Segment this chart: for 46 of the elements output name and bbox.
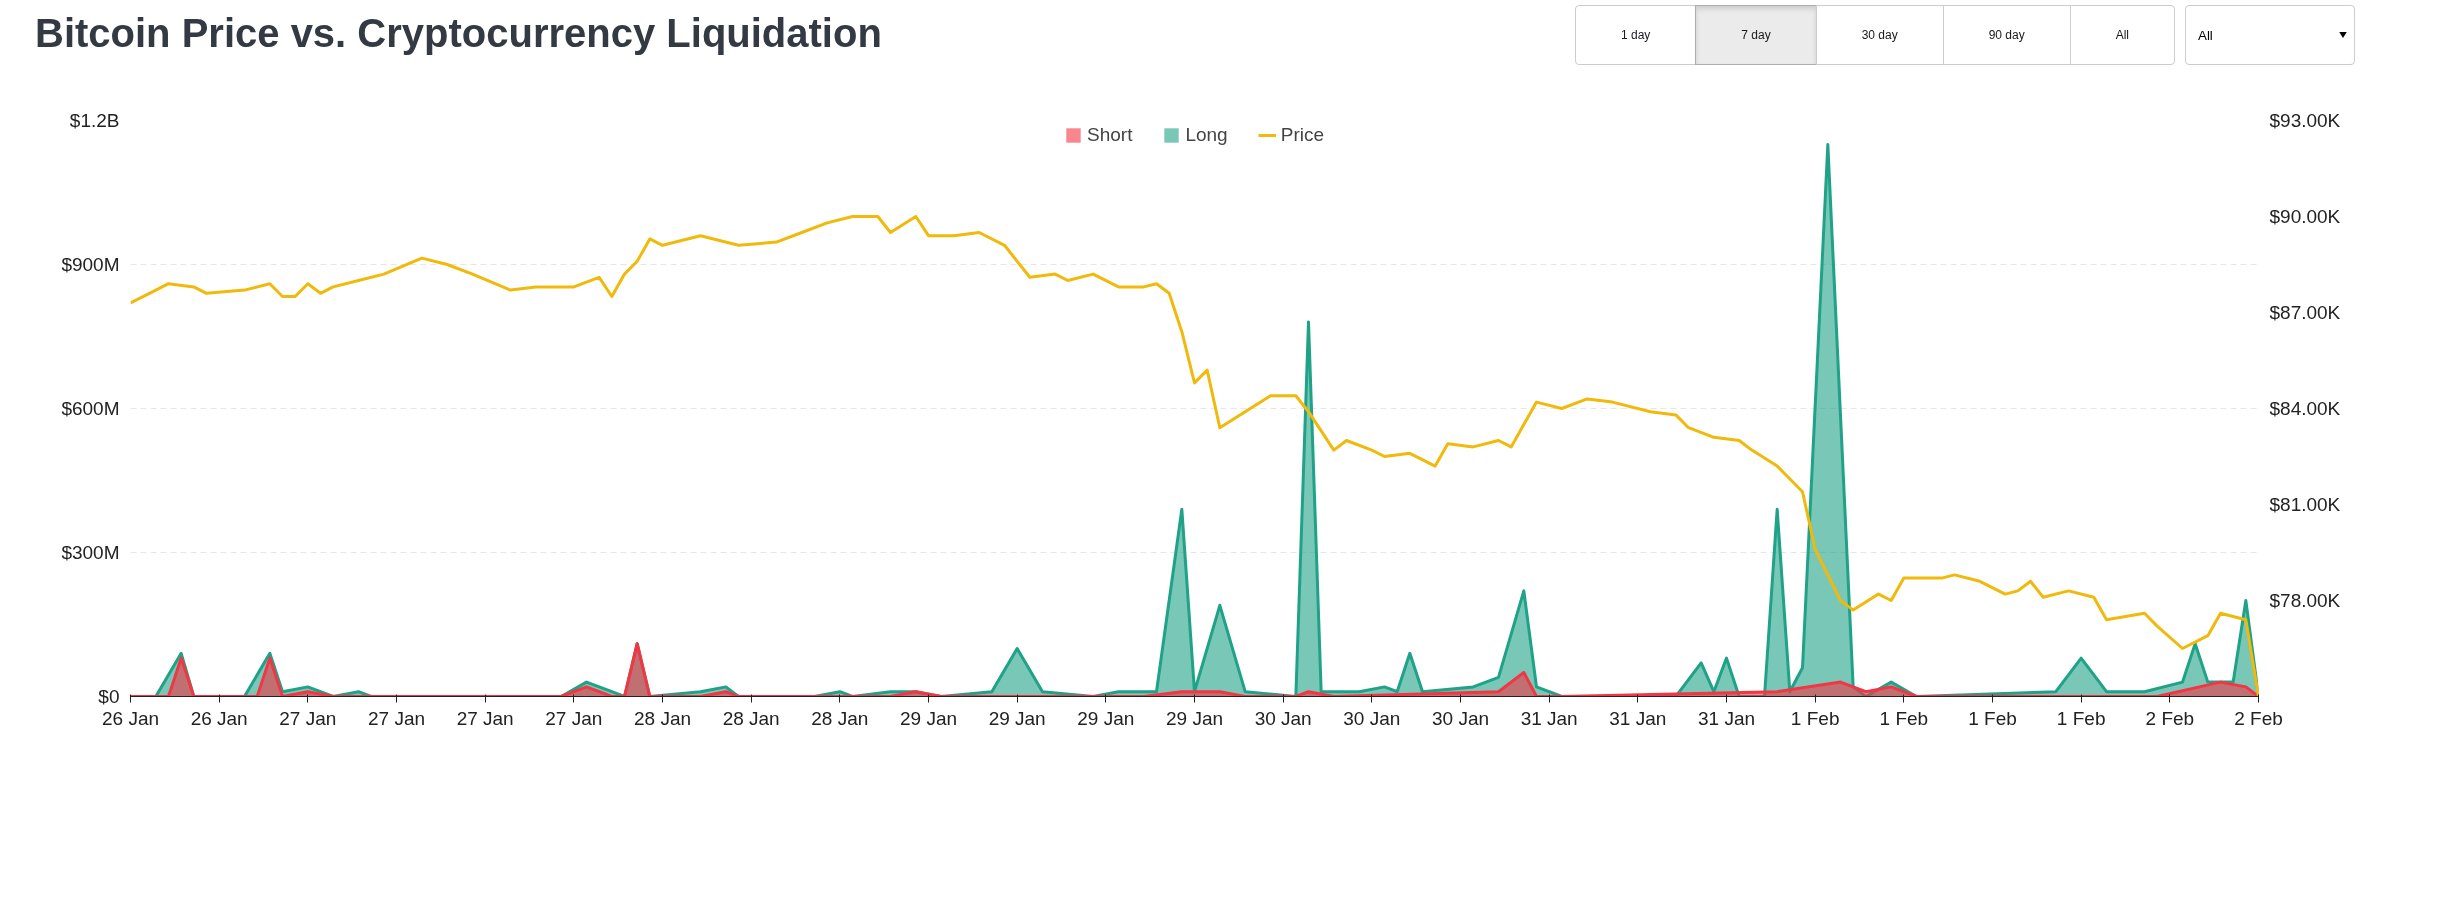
y-tick-label: $0	[98, 686, 120, 707]
y2-tick-label: $78.00K	[2269, 590, 2341, 611]
x-tick-label: 31 Jan	[1520, 707, 1578, 729]
x-tick-label: 31 Jan	[1609, 707, 1667, 729]
x-tick-label: 27 Jan	[279, 707, 337, 729]
x-tick-label: 31 Jan	[1697, 707, 1756, 729]
text: All	[2185, 5, 2355, 65]
y2-tick-label: $84.00K	[2269, 398, 2341, 419]
x-tick-label: 28 Jan	[722, 707, 780, 729]
x-tick-label: 29 Jan	[1165, 707, 1224, 729]
x-tick-label: 29 Jan	[899, 707, 958, 729]
text: 7 day	[1695, 5, 1817, 65]
x-tick-label: 27 Jan	[367, 707, 426, 729]
y2-tick-label: $87.00K	[2269, 302, 2341, 323]
x-tick-label: 28 Jan	[811, 707, 869, 729]
y-tick-label: $300M	[61, 542, 120, 563]
legend-label: Price	[1280, 124, 1324, 146]
y-tick-label: $900M	[61, 254, 120, 275]
x-tick-label: 30 Jan	[1431, 707, 1490, 729]
x-tick-label: 1 Feb	[1968, 707, 2017, 729]
legend-label: Short	[1087, 124, 1133, 146]
x-tick-label: 27 Jan	[456, 707, 514, 729]
text: 30 day	[1815, 5, 1944, 65]
x-tick-label: 29 Jan	[1077, 707, 1135, 729]
legend-label: Long	[1185, 124, 1228, 146]
text: 1 day	[1575, 5, 1697, 65]
x-tick-label: 30 Jan	[1343, 707, 1401, 729]
x-tick-label: 26 Jan	[101, 707, 160, 729]
x-tick-label: 1 Feb	[2056, 707, 2106, 729]
y-tick-label: $600M	[61, 398, 120, 419]
y-tick-label: $1.2B	[69, 110, 120, 131]
x-tick-label: 2 Feb	[2234, 707, 2283, 729]
y2-tick-label: $81.00K	[2269, 494, 2341, 515]
x-tick-label: 26 Jan	[190, 707, 248, 729]
x-tick-label: 27 Jan	[545, 707, 603, 729]
x-tick-label: 29 Jan	[988, 707, 1046, 729]
x-tick-label: 30 Jan	[1254, 707, 1312, 729]
x-tick-label: 28 Jan	[633, 707, 692, 729]
chart-title: Bitcoin Price vs. Cryptocurrency Liquidation	[35, 10, 882, 57]
text: 90 day	[1942, 5, 2071, 65]
x-tick-label: 1 Feb	[1879, 707, 1929, 729]
x-tick-label: 2 Feb	[2145, 707, 2195, 729]
y2-tick-label: $93.00K	[2269, 110, 2341, 131]
x-tick-label: 1 Feb	[1790, 707, 1840, 729]
y2-tick-label: $90.00K	[2269, 206, 2341, 227]
text: All	[2069, 5, 2175, 65]
